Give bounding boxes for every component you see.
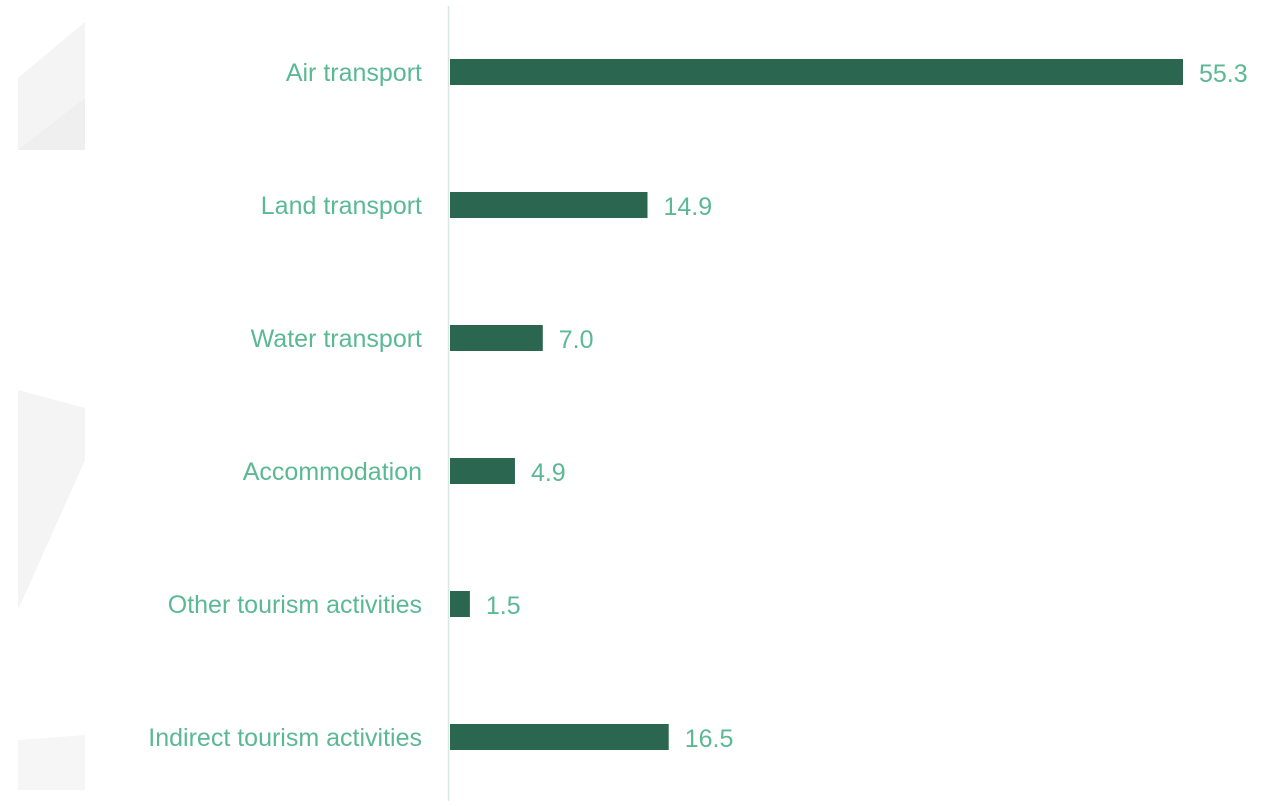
- bar-row: Water transport 7.0: [251, 325, 594, 354]
- bar-row: Indirect tourism activities 16.5: [148, 724, 733, 753]
- decor-shape-bottom: [18, 735, 85, 790]
- value-label: 4.9: [531, 459, 566, 487]
- bar: [450, 192, 648, 218]
- decor-shape-top-inner: [18, 98, 85, 150]
- bar-row: Accommodation 4.9: [243, 458, 566, 487]
- bar: [450, 591, 470, 617]
- bar-row: Air transport 55.3: [286, 59, 1248, 88]
- bar: [450, 724, 669, 750]
- value-label: 55.3: [1199, 60, 1248, 88]
- value-label: 1.5: [486, 592, 521, 620]
- category-label: Air transport: [286, 59, 422, 87]
- category-label: Water transport: [251, 325, 422, 353]
- category-label: Accommodation: [243, 458, 422, 486]
- category-label: Other tourism activities: [168, 591, 422, 619]
- bar-row: Other tourism activities 1.5: [168, 591, 521, 620]
- bar: [450, 458, 515, 484]
- value-label: 14.9: [663, 193, 712, 221]
- bar-rows: Air transport 55.3 Land transport 14.9 Water…: [148, 59, 1248, 753]
- bar-row: Land transport 14.9: [261, 192, 712, 221]
- value-label: 16.5: [685, 725, 734, 753]
- decor-shape-middle: [18, 390, 85, 610]
- category-label: Land transport: [261, 192, 422, 220]
- category-label: Indirect tourism activities: [148, 724, 422, 752]
- background-decoration: [18, 22, 85, 790]
- bar: [450, 59, 1183, 85]
- value-label: 7.0: [559, 326, 594, 354]
- bar: [450, 325, 543, 351]
